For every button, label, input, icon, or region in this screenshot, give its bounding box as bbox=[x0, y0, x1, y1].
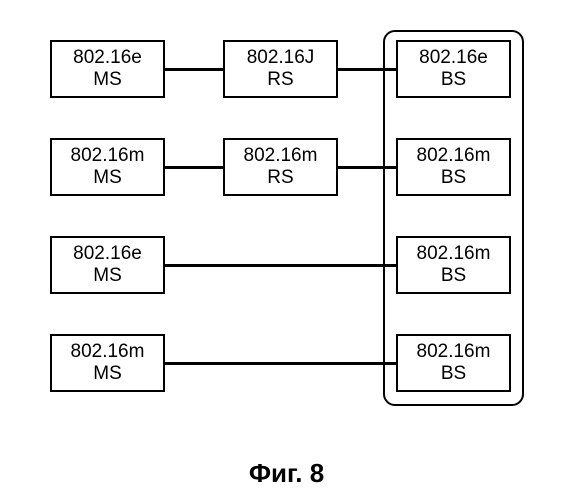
network-diagram: 802.16e MS 802.16J RS 802.16e BS 802.16m… bbox=[40, 30, 533, 450]
node-label-line2: BS bbox=[441, 167, 466, 189]
node-label-line1: 802.16m bbox=[244, 145, 318, 167]
node-label-line2: BS bbox=[441, 265, 466, 287]
edge-r1-rs-bs bbox=[338, 68, 396, 71]
node-label-line1: 802.16m bbox=[71, 341, 145, 363]
node-label-line1: 802.16e bbox=[419, 47, 488, 69]
node-label-line2: MS bbox=[93, 363, 122, 385]
node-label-line1: 802.16e bbox=[73, 47, 142, 69]
node-label-line1: 802.16m bbox=[417, 243, 491, 265]
node-label-line2: BS bbox=[441, 69, 466, 91]
edge-r4-ms-bs bbox=[165, 362, 396, 365]
node-rs-80216m-r2: 802.16m RS bbox=[223, 138, 338, 196]
node-label-line1: 802.16e bbox=[73, 243, 142, 265]
node-bs-80216m-r3: 802.16m BS bbox=[396, 236, 511, 294]
node-label-line1: 802.16m bbox=[71, 145, 145, 167]
edge-r1-ms-rs bbox=[165, 68, 223, 71]
node-label-line2: RS bbox=[267, 167, 293, 189]
node-bs-80216e-r1: 802.16e BS bbox=[396, 40, 511, 98]
edge-r2-ms-rs bbox=[165, 166, 223, 169]
node-rs-80216j-r1: 802.16J RS bbox=[223, 40, 338, 98]
node-label-line2: BS bbox=[441, 363, 466, 385]
node-label-line2: MS bbox=[93, 167, 122, 189]
node-ms-80216e-r3: 802.16e MS bbox=[50, 236, 165, 294]
edge-r2-rs-bs bbox=[338, 166, 396, 169]
node-label-line2: MS bbox=[93, 69, 122, 91]
node-bs-80216m-r2: 802.16m BS bbox=[396, 138, 511, 196]
figure-caption: Фиг. 8 bbox=[40, 458, 533, 489]
node-label-line2: RS bbox=[267, 69, 293, 91]
node-ms-80216m-r2: 802.16m MS bbox=[50, 138, 165, 196]
node-label-line2: MS bbox=[93, 265, 122, 287]
node-label-line1: 802.16m bbox=[417, 145, 491, 167]
node-ms-80216e-r1: 802.16e MS bbox=[50, 40, 165, 98]
node-ms-80216m-r4: 802.16m MS bbox=[50, 334, 165, 392]
node-label-line1: 802.16m bbox=[417, 341, 491, 363]
edge-r3-ms-bs bbox=[165, 264, 396, 267]
node-bs-80216m-r4: 802.16m BS bbox=[396, 334, 511, 392]
node-label-line1: 802.16J bbox=[247, 47, 315, 69]
